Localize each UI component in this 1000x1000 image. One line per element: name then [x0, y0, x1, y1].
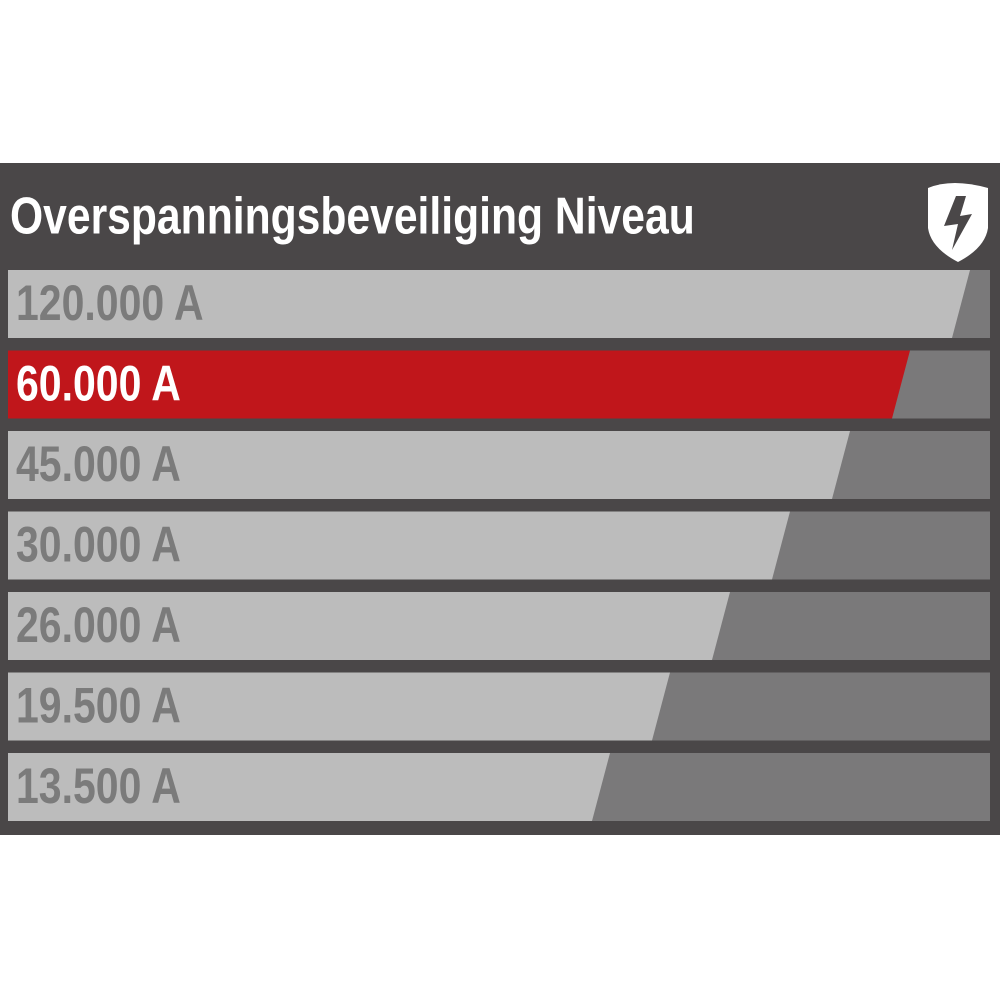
level-bar: [8, 431, 850, 499]
level-label: 120.000 A: [16, 275, 204, 331]
level-bar: [8, 753, 610, 821]
level-label: 13.500 A: [16, 758, 181, 814]
panel-title: Overspanningsbeveiliging Niveau: [10, 188, 695, 246]
level-bar: [8, 511, 790, 580]
level-label: 60.000 A: [16, 356, 181, 412]
level-label: 19.500 A: [16, 678, 181, 734]
level-label: 26.000 A: [16, 597, 181, 653]
level-bar: [8, 350, 910, 419]
shield-icon: [928, 183, 988, 262]
level-label: 45.000 A: [16, 436, 181, 492]
level-label: 30.000 A: [16, 517, 181, 573]
level-bar: [8, 672, 670, 741]
level-bar: [8, 270, 970, 338]
level-bar: [8, 592, 730, 660]
